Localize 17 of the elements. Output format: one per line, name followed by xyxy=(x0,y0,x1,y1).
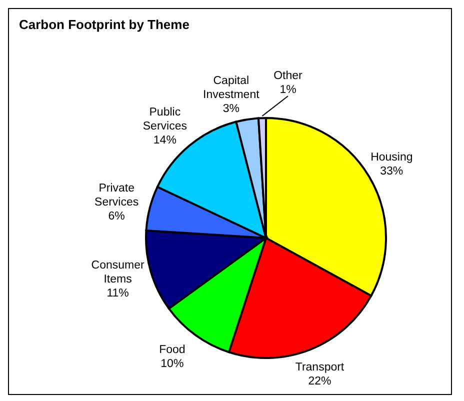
chart-title: Carbon Footprint by Theme xyxy=(19,17,190,32)
data-label: 11% xyxy=(106,288,129,300)
slice-label: Other xyxy=(274,70,303,82)
data-label: 33% xyxy=(380,166,404,178)
data-label: 3% xyxy=(222,102,240,115)
data-label: 14% xyxy=(153,134,176,147)
slice-label: Housing xyxy=(370,152,413,164)
slice-label: Public Services xyxy=(142,106,188,133)
slice-label: Consumer Items xyxy=(91,260,144,286)
data-label: 6% xyxy=(108,210,125,223)
data-label: 10% xyxy=(160,358,184,370)
slice-label: Private Services xyxy=(94,182,139,209)
data-label: 22% xyxy=(308,376,332,388)
slice-label: Transport xyxy=(295,362,345,374)
data-label: 1% xyxy=(280,84,296,96)
slice-label: Food xyxy=(159,344,186,356)
slice-label: Capital Investment xyxy=(203,74,260,101)
